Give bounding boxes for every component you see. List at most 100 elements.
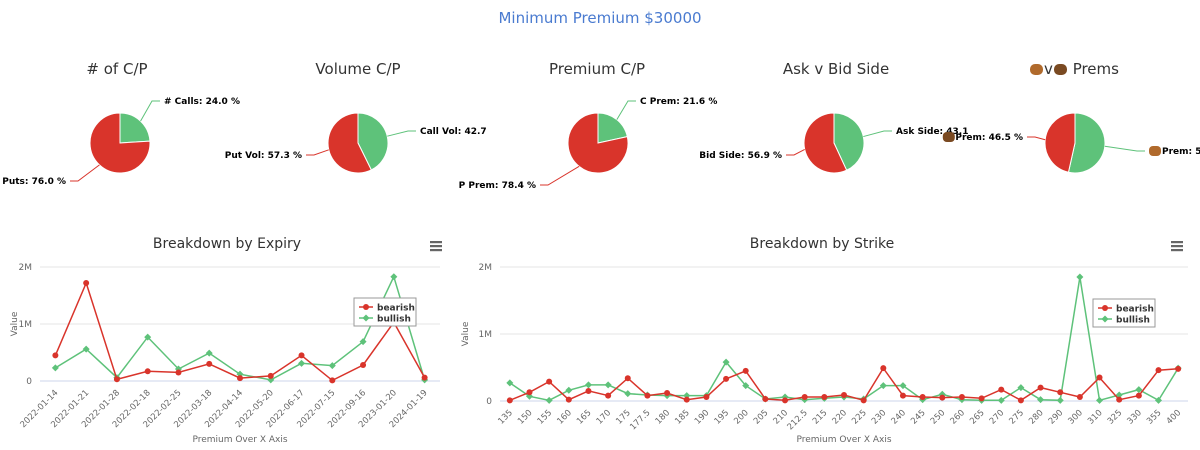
x-tick-label: 215 [811,408,830,427]
point-bearish [1037,384,1044,391]
point-bearish [958,393,965,400]
x-tick-label: 220 [831,408,850,427]
point-bullish [722,358,730,366]
x-tick-label: 290 [1047,408,1066,427]
x-tick-label: 275 [1007,408,1026,427]
point-bearish [644,392,651,399]
point-bearish [664,389,671,396]
point-bearish [841,391,847,398]
point-bearish [998,386,1005,393]
point-bearish [801,393,808,400]
point-bullish [604,381,612,389]
point-bearish [113,376,120,383]
pie-connector [863,130,892,138]
menu-icon [430,241,442,244]
menu-icon [430,249,442,252]
pie-title-bull-bear: v Prems [974,60,1174,78]
x-tick-label: 300 [1066,408,1085,427]
point-bearish [144,368,151,375]
x-tick-label: 135 [496,408,515,427]
point-bullish [51,364,59,372]
x-tick-label: 177.5 [628,408,652,432]
x-tick-label: 195 [713,408,732,427]
point-bullish [82,345,90,353]
legend-label: bullish [1116,316,1150,326]
pie-title-premium: Premium C/P [548,60,646,78]
point-bullish [545,396,553,404]
pie-slice [1067,112,1106,174]
point-bearish [899,392,906,399]
pie-slice [803,112,848,174]
point-bearish [1096,374,1103,381]
pie-label: Put Vol: 57.3 % [225,151,302,161]
point-bullish [742,382,750,390]
legend-box [1092,298,1156,328]
x-tick-label: 260 [949,408,968,427]
point-bullish [205,349,213,357]
point-bullish [584,381,592,389]
pie-connector [616,100,636,120]
x-tick-label: 250 [929,408,948,427]
x-tick-label: 280 [1027,408,1046,427]
point-bearish [860,397,867,404]
chart-title: Breakdown by Strike [750,236,894,252]
legend-label: bearish [377,304,415,314]
legend-box [353,297,417,327]
legend-marker [362,314,370,322]
point-bearish [683,396,690,403]
point-bullish [565,386,573,394]
point-bearish [506,397,513,404]
x-tick-label: 325 [1106,408,1125,427]
y-tick-label: 0 [26,377,32,387]
point-bearish [742,367,749,374]
legend-marker [1102,305,1108,311]
x-tick-label: 310 [1086,408,1105,427]
point-bearish [1057,389,1064,396]
point-bullish [879,382,887,390]
point-bearish [939,394,946,401]
point-bearish [978,395,985,402]
pie-label: Prem: 53.5 [1162,147,1200,157]
point-bullish [624,390,632,398]
legend-label: bullish [377,315,411,325]
pie-label: Call Vol: 42.7 [420,127,487,137]
pie-slice [1044,112,1076,173]
point-bearish [585,387,592,394]
x-tick-label: 330 [1125,408,1144,427]
x-tick-label: 185 [673,408,692,427]
pie-label: C Prem: 21.6 % [640,97,717,107]
point-bullish [359,338,367,346]
x-tick-label: 230 [870,408,889,427]
point-bearish [703,393,710,400]
point-bearish [782,397,789,404]
pie-connector [1027,136,1046,141]
pie-title-ask-bid: Ask v Bid Side [782,60,890,78]
point-bearish [421,374,428,381]
y-tick-label: 1M [19,320,33,330]
point-bearish [298,352,305,359]
point-bearish [605,392,612,399]
point-bullish [1135,386,1143,394]
y-tick-label: 2M [479,263,493,273]
point-bearish [1017,397,1024,404]
x-tick-label: 160 [555,408,574,427]
bear-icon [942,132,955,142]
menu-icon [1171,241,1183,244]
x-tick-label: 200 [732,408,751,427]
x-tick-label: 245 [909,408,928,427]
point-bearish [1076,393,1083,400]
pie-label: # Calls: 24.0 % [164,97,240,107]
y-tick-label: 0 [486,397,492,407]
x-tick-label: 355 [1145,408,1164,427]
point-bullish [1056,396,1064,404]
point-bullish [1096,396,1104,404]
legend-marker [1101,315,1109,323]
point-bearish [360,362,367,369]
point-bullish [1017,384,1025,392]
pie-connector [70,164,100,182]
pie-connector [786,149,805,156]
x-tick-label: 270 [988,408,1007,427]
ox-icon [1149,146,1161,156]
pie-label: # Puts: 76.0 % [0,177,66,187]
